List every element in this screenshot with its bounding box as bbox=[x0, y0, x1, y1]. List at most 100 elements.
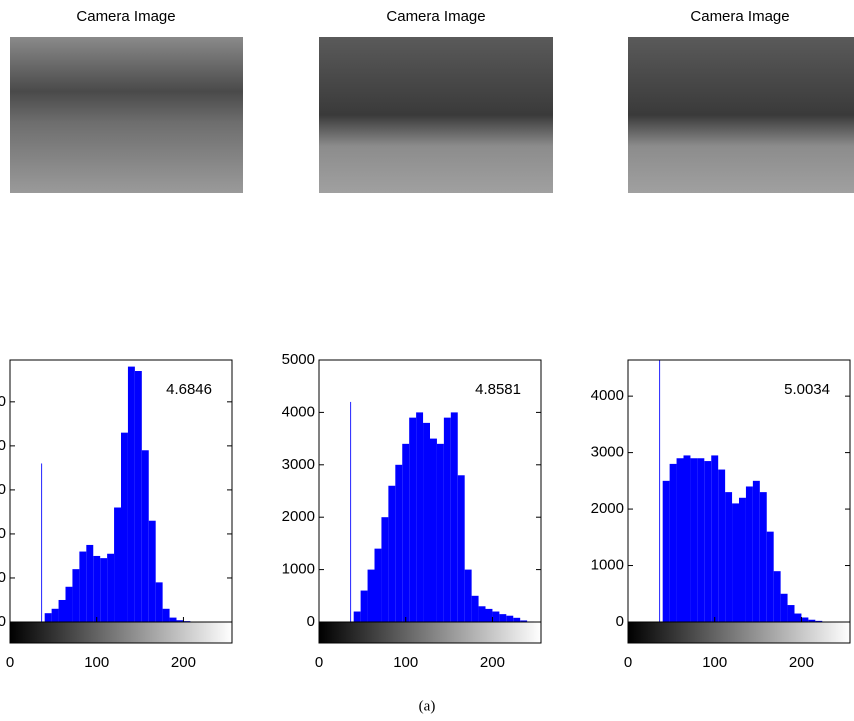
histogram-bar bbox=[485, 608, 493, 622]
colorbar bbox=[627, 621, 851, 644]
y-tick-label: 3000 bbox=[282, 456, 315, 473]
y-tick-label: 2000 bbox=[591, 500, 624, 517]
x-tick-label: 0 bbox=[315, 654, 323, 671]
y-tick-label: 1000 bbox=[282, 561, 315, 578]
y-tick-label: 3000 bbox=[591, 444, 624, 461]
histogram-bar bbox=[107, 553, 115, 622]
y-tick-label: 3000 bbox=[0, 481, 6, 498]
histogram-bar bbox=[711, 455, 719, 622]
y-tick-label: 0 bbox=[307, 613, 315, 630]
histogram-bar bbox=[395, 464, 403, 622]
x-tick-label: 100 bbox=[84, 654, 109, 671]
histogram-bar bbox=[127, 366, 135, 622]
histogram-bar bbox=[499, 614, 507, 622]
annotation: 4.6846 bbox=[166, 381, 212, 398]
colorbar bbox=[9, 621, 233, 644]
histogram-bar bbox=[388, 485, 396, 622]
histogram-bar bbox=[669, 463, 677, 622]
histogram-bar bbox=[121, 432, 128, 622]
histogram-bar bbox=[718, 469, 726, 622]
histogram-bar bbox=[65, 586, 73, 622]
histogram-bar bbox=[739, 497, 746, 622]
y-tick-label: 1000 bbox=[591, 557, 624, 574]
histogram-bar bbox=[464, 569, 472, 622]
histogram-bar bbox=[72, 569, 80, 622]
histogram-bar bbox=[766, 531, 774, 622]
histogram-bar bbox=[520, 620, 528, 622]
histogram-bar bbox=[353, 611, 361, 622]
x-tick-label: 200 bbox=[480, 654, 505, 671]
x-tick-label: 0 bbox=[6, 654, 14, 671]
histogram-bar bbox=[402, 443, 410, 622]
histogram-bar bbox=[697, 458, 705, 622]
histogram-bar bbox=[148, 520, 156, 622]
y-tick-label: 0 bbox=[0, 613, 6, 630]
histogram-bar bbox=[430, 438, 437, 622]
histogram-bar bbox=[725, 492, 733, 622]
histogram-bar bbox=[780, 593, 788, 622]
annotation: 4.8581 bbox=[475, 381, 521, 398]
histogram-bar bbox=[506, 615, 514, 622]
histogram-bar bbox=[450, 412, 458, 622]
histogram-bar bbox=[381, 517, 389, 622]
histogram-bar bbox=[801, 617, 809, 622]
annotation: 5.0034 bbox=[784, 381, 830, 398]
histogram-bar bbox=[683, 455, 691, 622]
histogram-bar bbox=[350, 401, 352, 622]
y-tick-label: 4000 bbox=[0, 437, 6, 454]
image-title: Camera Image bbox=[690, 8, 789, 25]
camera-image bbox=[10, 37, 243, 193]
x-tick-label: 100 bbox=[393, 654, 418, 671]
histogram-bar bbox=[659, 360, 661, 622]
camera-image bbox=[319, 37, 553, 193]
histogram-bar bbox=[704, 461, 712, 622]
histogram-bar bbox=[513, 617, 521, 622]
histogram-bar bbox=[436, 443, 444, 622]
colorbar bbox=[318, 621, 542, 644]
y-tick-label: 1000 bbox=[0, 569, 6, 586]
y-tick-label: 2000 bbox=[282, 508, 315, 525]
y-tick-label: 5000 bbox=[0, 393, 6, 410]
histogram-bar bbox=[360, 590, 368, 622]
histogram-bar bbox=[169, 617, 177, 622]
histogram-bar bbox=[58, 599, 66, 622]
histogram-bar bbox=[44, 613, 52, 622]
histogram-bar bbox=[155, 582, 163, 622]
histogram-bar bbox=[794, 613, 802, 622]
histogram-bar bbox=[690, 458, 698, 622]
image-title: Camera Image bbox=[76, 8, 175, 25]
histogram-bar bbox=[745, 486, 753, 622]
histogram-bar bbox=[416, 412, 424, 622]
x-tick-label: 0 bbox=[624, 654, 632, 671]
caption: (a) bbox=[419, 698, 436, 714]
histogram-bar bbox=[86, 544, 94, 622]
histogram-bar bbox=[93, 555, 101, 622]
y-tick-label: 5000 bbox=[282, 351, 315, 368]
x-tick-label: 100 bbox=[702, 654, 727, 671]
histogram-bar bbox=[815, 620, 823, 622]
x-tick-label: 200 bbox=[171, 654, 196, 671]
histogram-bar bbox=[787, 605, 795, 622]
histogram-bar bbox=[471, 595, 479, 622]
histogram-bar bbox=[176, 620, 184, 622]
y-tick-label: 2000 bbox=[0, 525, 6, 542]
histogram-bar bbox=[808, 619, 816, 622]
histogram-bar bbox=[162, 608, 170, 622]
histogram-bar bbox=[409, 417, 417, 622]
image-title: Camera Image bbox=[386, 8, 485, 25]
camera-image bbox=[628, 37, 854, 193]
y-tick-label: 0 bbox=[616, 613, 624, 630]
histogram-bar bbox=[676, 458, 684, 622]
x-tick-label: 200 bbox=[789, 654, 814, 671]
histogram-bar bbox=[374, 548, 382, 622]
histogram-bar bbox=[367, 569, 375, 622]
histogram-bar bbox=[114, 507, 121, 622]
histogram-bar bbox=[79, 551, 87, 622]
histogram-bar bbox=[478, 606, 486, 622]
histogram-bar bbox=[134, 371, 142, 622]
histogram-bar bbox=[662, 480, 670, 622]
histogram-bar bbox=[443, 417, 451, 622]
histogram-bar bbox=[752, 480, 760, 622]
